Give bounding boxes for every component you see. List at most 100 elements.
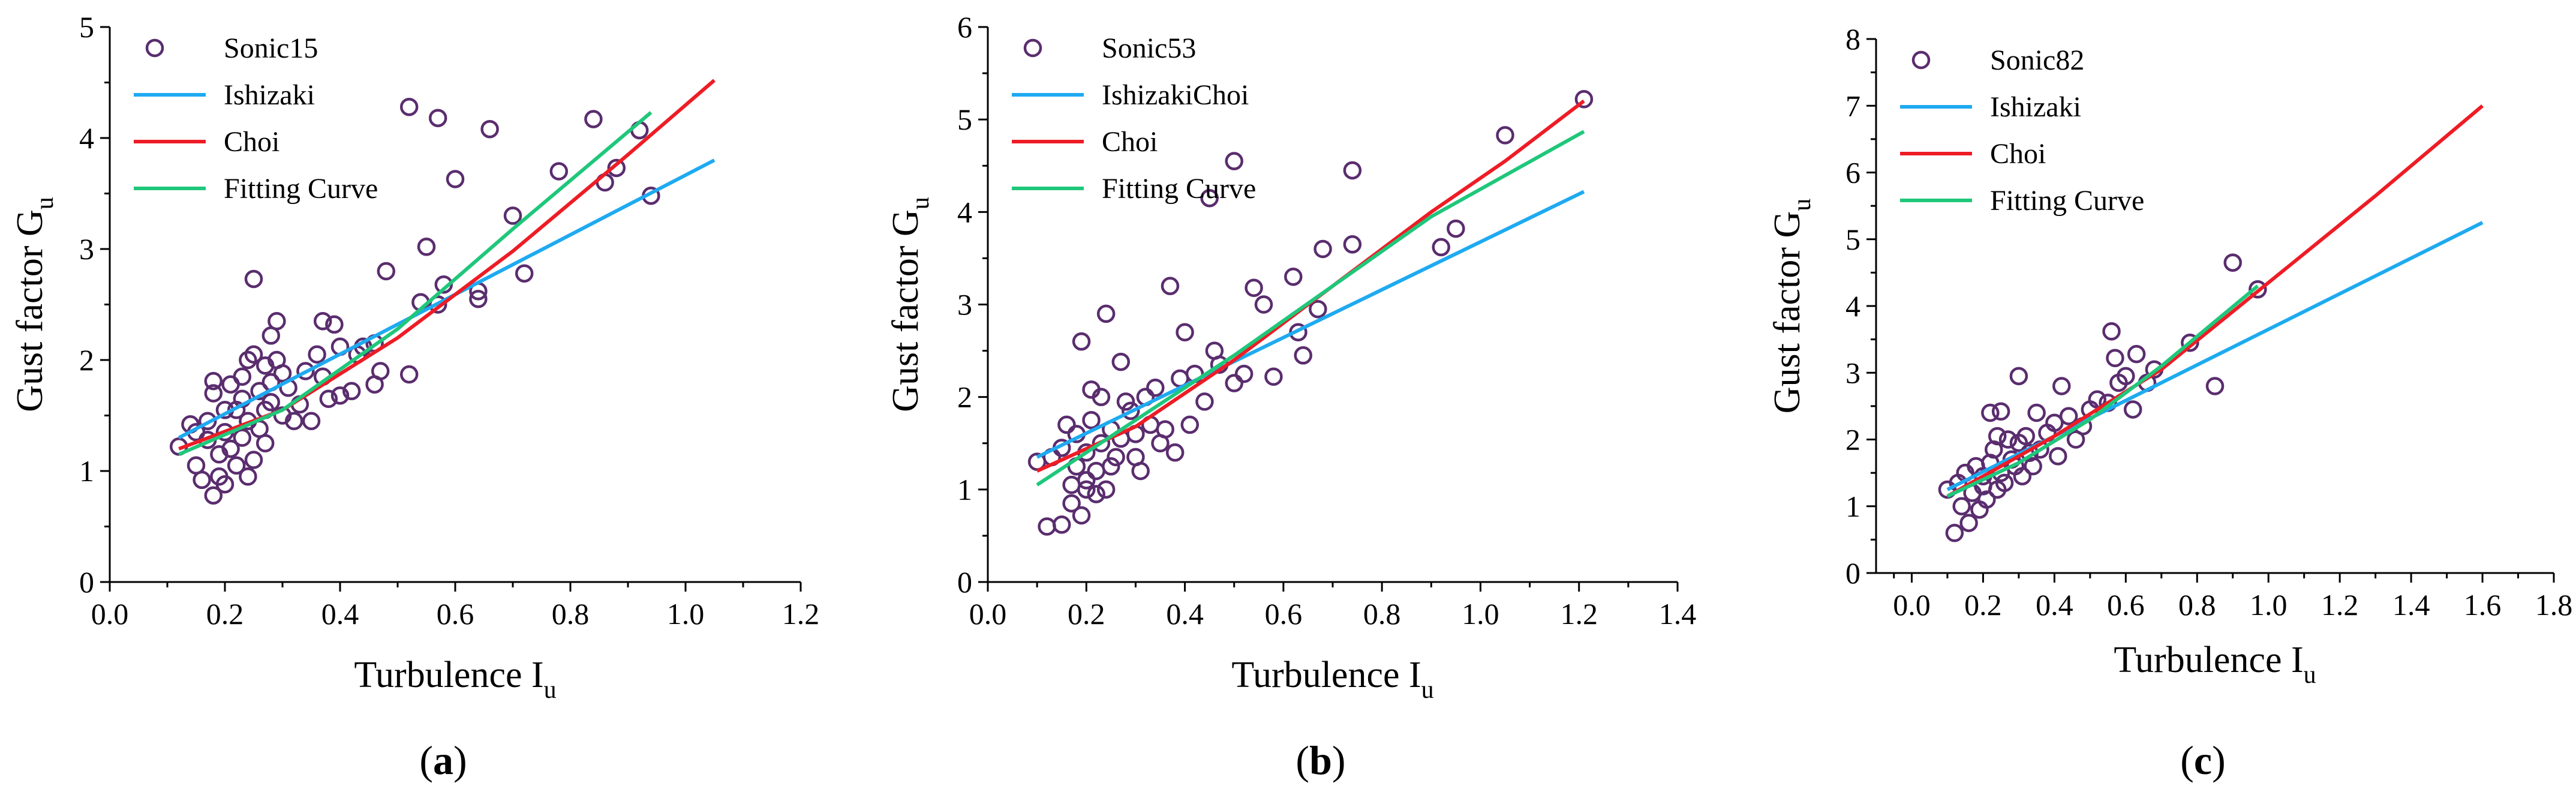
scatter-point — [1146, 379, 1165, 397]
legend-label: Sonic82 — [1990, 44, 2084, 76]
scatter-point — [1447, 219, 1465, 238]
scatter-point — [1988, 427, 2007, 446]
scatter-point — [1977, 490, 1996, 509]
scatter-point — [1062, 494, 1081, 513]
scatter-point — [1343, 161, 1362, 180]
scatter-point — [1225, 374, 1243, 392]
scatter-point — [2223, 253, 2242, 272]
scatter-point — [1294, 346, 1312, 365]
legend: Sonic82 Ishizaki Choi Fitting Curve — [1900, 44, 2144, 217]
fitting-curve — [1946, 284, 2259, 498]
y-tick-label: 3 — [1845, 356, 1860, 389]
legend-label: Ishizaki — [1990, 91, 2081, 123]
scatter-point — [469, 290, 488, 308]
y-axis-title-main: Gust factor G — [885, 209, 926, 412]
y-tick-label: 4 — [957, 195, 972, 229]
caption-letter: b — [1309, 737, 1332, 783]
scatter-point — [1284, 268, 1303, 286]
y-tick-label: 1 — [79, 454, 94, 488]
scatter-point — [1077, 480, 1096, 499]
x-tick-label: 0.8 — [1363, 597, 1401, 631]
scatter-point — [1121, 401, 1140, 421]
scatter-point — [2088, 390, 2106, 409]
x-tick-label: 0.0 — [1893, 588, 1931, 622]
scatter-point — [1092, 388, 1111, 406]
scatter-point — [399, 365, 419, 384]
y-tick-label: 1 — [957, 473, 972, 506]
scatter-point — [2013, 467, 2032, 485]
y-tick-label: 5 — [1845, 223, 1860, 256]
x-axis-title-main: Turbulence I — [2114, 640, 2303, 680]
scatter-point — [1195, 392, 1214, 411]
legend-marker-scatter — [145, 38, 164, 58]
scatter-point — [2102, 322, 2121, 341]
scatter-point — [446, 170, 465, 188]
x-tick-label: 1.6 — [2464, 588, 2502, 622]
panel-caption: (b) — [1295, 737, 1345, 783]
scatter-point — [1998, 430, 2018, 449]
scatter-point — [204, 371, 223, 391]
scatter-point — [2106, 349, 2124, 368]
scatter-point — [2127, 344, 2146, 364]
scatter-point — [233, 367, 252, 386]
scatter-point — [1131, 461, 1150, 481]
x-tick-label: 1.0 — [1462, 597, 1499, 631]
scatter-point — [1038, 517, 1056, 536]
scatter-point — [428, 295, 447, 314]
chart-panel-b: 0.0 0.2 0.4 0.6 0.8 1.0 1.2 1.4 0 1 2 3 4 5 6 Turbulenc… — [885, 10, 1696, 783]
y-tick-label: 3 — [957, 288, 972, 322]
scatter-point — [1945, 524, 1964, 542]
legend-label: Choi — [224, 126, 279, 158]
panel-caption: (a) — [419, 737, 467, 783]
x-tick-label: 1.0 — [2250, 588, 2288, 622]
scatter-point — [1102, 457, 1120, 476]
legend-marker-scatter — [1023, 38, 1042, 58]
y-tick-label: 2 — [1845, 423, 1860, 457]
scatter-point — [584, 110, 603, 128]
x-axis-title-subscript: u — [2304, 661, 2316, 689]
scatter-point — [204, 384, 223, 403]
scatter-point — [1087, 461, 1105, 481]
scatter-point — [1995, 473, 2014, 493]
legend-label: Choi — [1102, 126, 1158, 158]
scatter-point — [2205, 377, 2225, 395]
legend: Sonic53 IshizakiChoi Choi Fitting Curve — [1012, 32, 1256, 205]
scatter-point — [1309, 299, 1327, 319]
y-axis-title: Gust factor Gu — [10, 197, 59, 412]
scatter-point — [1096, 304, 1116, 323]
scatter-point — [325, 315, 344, 334]
scatter-point — [2249, 280, 2267, 299]
scatter-point — [2123, 400, 2142, 419]
x-tick-label: 0.2 — [1068, 597, 1105, 631]
scatter-point — [549, 162, 569, 181]
scatter-point — [417, 238, 436, 256]
scatter-point — [1234, 364, 1254, 383]
x-tick-label: 0.6 — [2107, 588, 2145, 622]
scatter-point — [296, 362, 315, 380]
scatter-point — [1092, 434, 1111, 452]
scatter-point — [1574, 90, 1594, 109]
x-tick-label: 1.8 — [2535, 588, 2573, 622]
scatter-point — [2009, 367, 2028, 386]
scatter-point — [244, 451, 263, 469]
x-tick-label: 0.8 — [2178, 588, 2216, 622]
scatter-point — [244, 269, 263, 289]
scatter-point — [227, 456, 246, 475]
scatter-point — [256, 434, 275, 452]
scatter-point — [1057, 415, 1076, 434]
y-tick-label: 5 — [957, 103, 972, 136]
y-tick-label: 4 — [79, 121, 94, 155]
caption-open-paren: ( — [2180, 737, 2194, 783]
x-tick-label: 0.6 — [437, 597, 474, 631]
x-tick-label: 1.2 — [1560, 597, 1598, 631]
scatter-point — [244, 345, 263, 364]
ishizaki-line — [1036, 190, 1585, 459]
y-axis-title-main: Gust factor G — [1767, 211, 1808, 413]
legend-label: IshizakiChoi — [1102, 79, 1249, 111]
y-axis-title-subscript: u — [1789, 199, 1816, 211]
x-axis-title: Turbulence Iu — [2114, 640, 2316, 689]
legend-label: Sonic53 — [1102, 32, 1196, 64]
y-axis-title-subscript: u — [31, 197, 59, 209]
caption-close-paren: ) — [453, 737, 467, 783]
